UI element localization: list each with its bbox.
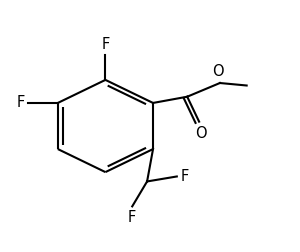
Text: O: O — [195, 126, 206, 141]
Text: F: F — [101, 37, 110, 52]
Text: F: F — [16, 96, 25, 110]
Text: F: F — [180, 169, 189, 184]
Text: O: O — [213, 64, 224, 79]
Text: F: F — [128, 210, 136, 225]
